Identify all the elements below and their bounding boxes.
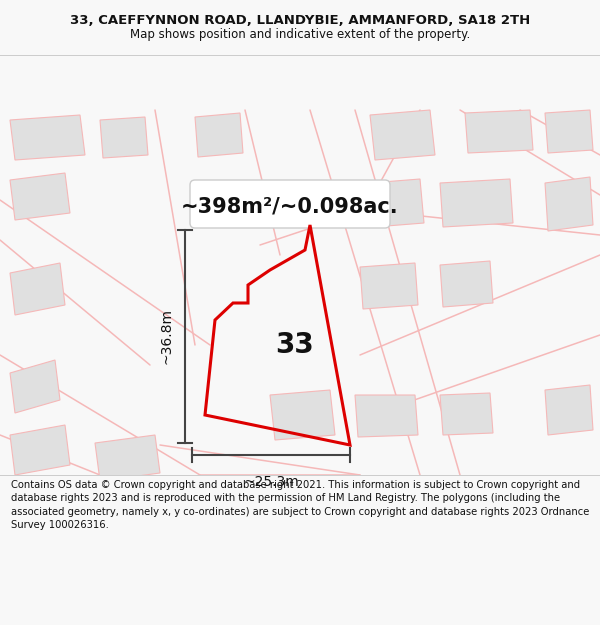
Polygon shape xyxy=(370,110,435,160)
Polygon shape xyxy=(465,110,533,153)
Text: Map shows position and indicative extent of the property.: Map shows position and indicative extent… xyxy=(130,28,470,41)
Polygon shape xyxy=(195,113,243,157)
Polygon shape xyxy=(10,425,70,475)
Text: ~398m²/~0.098ac.: ~398m²/~0.098ac. xyxy=(181,197,399,217)
Polygon shape xyxy=(10,173,70,220)
Polygon shape xyxy=(100,117,148,158)
Polygon shape xyxy=(440,261,493,307)
Polygon shape xyxy=(440,393,493,435)
Polygon shape xyxy=(360,263,418,309)
Text: ~25.3m: ~25.3m xyxy=(243,475,299,489)
Polygon shape xyxy=(10,263,65,315)
Polygon shape xyxy=(545,177,593,231)
Polygon shape xyxy=(355,395,418,437)
Polygon shape xyxy=(370,179,424,227)
Polygon shape xyxy=(95,435,160,481)
Polygon shape xyxy=(545,110,593,153)
Polygon shape xyxy=(545,385,593,435)
Text: 33, CAEFFYNNON ROAD, LLANDYBIE, AMMANFORD, SA18 2TH: 33, CAEFFYNNON ROAD, LLANDYBIE, AMMANFOR… xyxy=(70,14,530,27)
FancyBboxPatch shape xyxy=(190,180,390,228)
Text: ~36.8m: ~36.8m xyxy=(160,309,174,364)
Text: Contains OS data © Crown copyright and database right 2021. This information is : Contains OS data © Crown copyright and d… xyxy=(11,479,589,530)
Polygon shape xyxy=(10,360,60,413)
Polygon shape xyxy=(270,390,335,440)
Polygon shape xyxy=(10,115,85,160)
Polygon shape xyxy=(440,179,513,227)
Text: 33: 33 xyxy=(275,331,314,359)
